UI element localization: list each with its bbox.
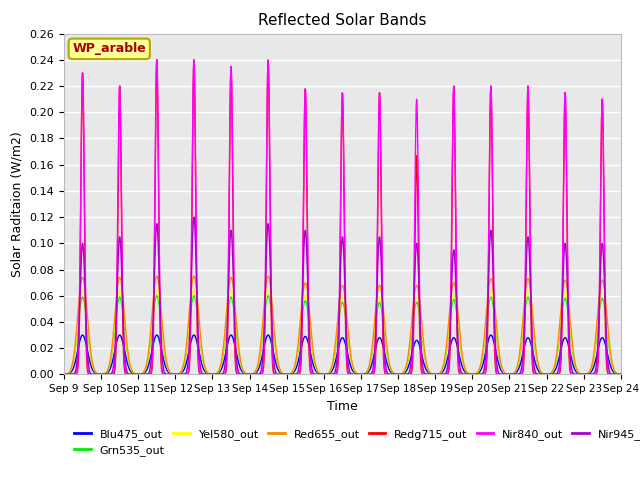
Blu475_out <box>124 361 132 367</box>
Grn535_out <box>60 372 68 377</box>
Blu475_out <box>546 371 554 377</box>
Line: Redg715_out: Redg715_out <box>64 60 621 374</box>
Nir840_out <box>124 372 131 377</box>
Nir945_out <box>157 318 164 324</box>
Nir945_out <box>274 372 282 377</box>
Nir840_out <box>546 372 554 377</box>
Redg715_out <box>617 372 625 377</box>
Line: Yel580_out: Yel580_out <box>64 289 621 374</box>
Nir945_out <box>546 372 554 377</box>
Blu475_out <box>274 366 282 372</box>
Redg715_out <box>274 372 282 377</box>
Red655_out <box>124 346 131 351</box>
Y-axis label: Solar Raditaion (W/m2): Solar Raditaion (W/m2) <box>11 131 24 277</box>
Blu475_out <box>617 372 625 377</box>
Yel580_out <box>546 371 554 377</box>
Yel580_out <box>298 310 306 315</box>
Nir840_out <box>606 372 614 377</box>
Nir840_out <box>298 321 306 326</box>
Grn535_out <box>153 293 161 299</box>
Redg715_out <box>124 372 131 377</box>
Grn535_out <box>606 351 614 357</box>
Grn535_out <box>298 315 306 321</box>
Title: Reflected Solar Bands: Reflected Solar Bands <box>258 13 427 28</box>
Grn535_out <box>546 371 554 377</box>
Line: Blu475_out: Blu475_out <box>64 335 621 374</box>
Nir945_out <box>617 372 625 377</box>
Line: Red655_out: Red655_out <box>64 276 621 374</box>
Nir945_out <box>124 370 131 376</box>
Line: Nir840_out: Nir840_out <box>64 60 621 374</box>
Yel580_out <box>124 349 131 355</box>
Redg715_out <box>546 372 554 377</box>
Red655_out <box>153 273 161 279</box>
Red655_out <box>546 371 554 376</box>
Nir945_out <box>190 214 198 220</box>
Blu475_out <box>298 342 306 348</box>
Nir840_out <box>153 57 161 63</box>
Blu475_out <box>606 361 614 367</box>
Legend: Blu475_out, Grn535_out, Yel580_out, Red655_out, Redg715_out, Nir840_out, Nir945_: Blu475_out, Grn535_out, Yel580_out, Red6… <box>70 424 640 460</box>
Yel580_out <box>153 287 161 292</box>
Redg715_out <box>60 372 68 377</box>
Grn535_out <box>617 372 625 377</box>
X-axis label: Time: Time <box>327 400 358 413</box>
Grn535_out <box>124 351 131 357</box>
Yel580_out <box>274 360 282 365</box>
Nir840_out <box>60 372 68 377</box>
Red655_out <box>157 301 164 307</box>
Line: Nir945_out: Nir945_out <box>64 217 621 374</box>
Red655_out <box>274 358 282 363</box>
Red655_out <box>606 346 614 352</box>
Nir945_out <box>60 372 68 377</box>
Nir945_out <box>298 312 306 317</box>
Grn535_out <box>157 315 164 321</box>
Red655_out <box>60 372 68 377</box>
Nir840_out <box>617 372 625 377</box>
Yel580_out <box>617 372 625 377</box>
Yel580_out <box>60 372 68 377</box>
Grn535_out <box>274 360 282 366</box>
Yel580_out <box>606 349 614 355</box>
Nir840_out <box>274 372 282 377</box>
Blu475_out <box>79 332 86 338</box>
Line: Grn535_out: Grn535_out <box>64 296 621 374</box>
Nir840_out <box>157 338 164 344</box>
Blu475_out <box>60 372 68 377</box>
Redg715_out <box>298 337 306 343</box>
Redg715_out <box>157 352 164 358</box>
Text: WP_arable: WP_arable <box>72 42 146 55</box>
Redg715_out <box>606 372 614 377</box>
Red655_out <box>298 300 306 306</box>
Yel580_out <box>157 311 164 316</box>
Redg715_out <box>153 57 161 63</box>
Blu475_out <box>157 343 164 349</box>
Nir945_out <box>606 370 614 376</box>
Red655_out <box>617 372 625 377</box>
